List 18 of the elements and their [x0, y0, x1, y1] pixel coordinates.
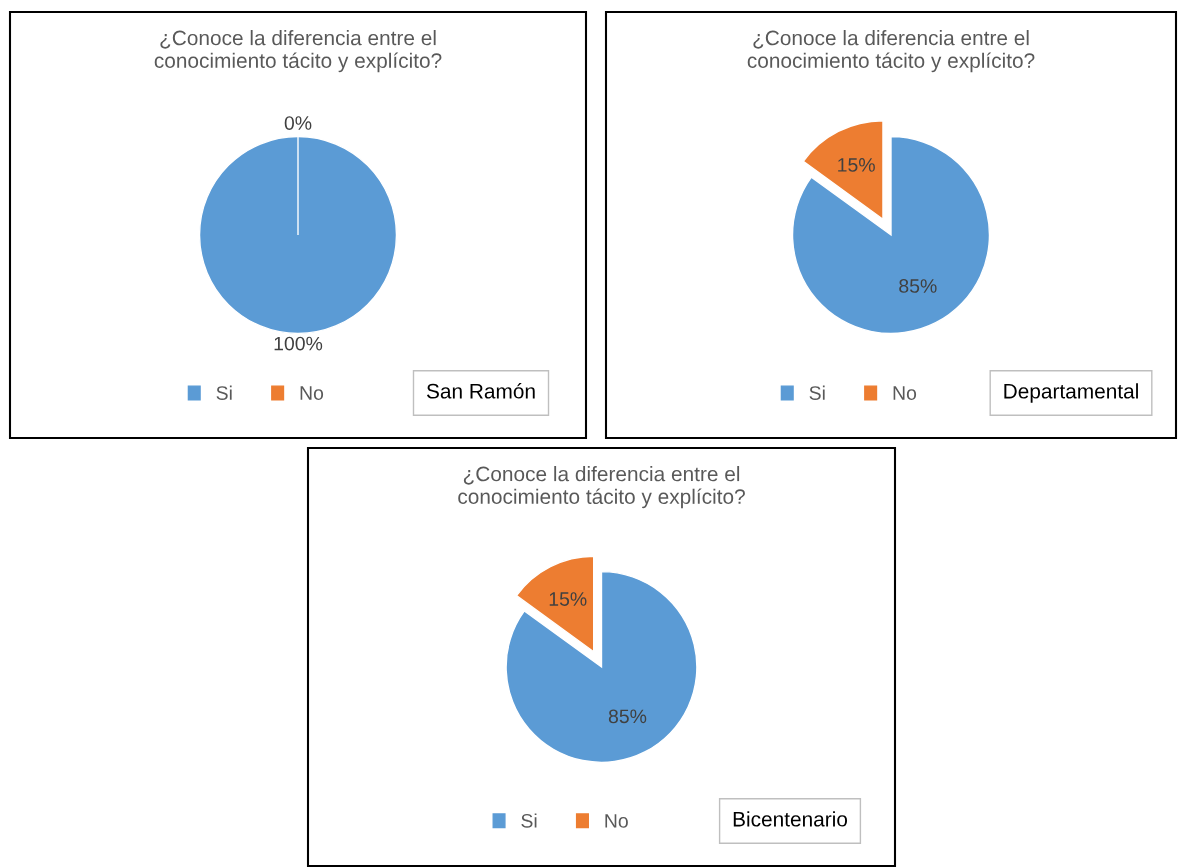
data-label: 100% — [274, 336, 323, 351]
legend-label: Si — [809, 385, 825, 400]
chart-title: ¿Conoce la diferencia entre el conocimiento tácito y explícito? — [154, 30, 442, 73]
text: Bicentenario — [733, 811, 848, 827]
text: San Ramón — [426, 383, 535, 399]
text: 0% — [284, 116, 312, 130]
legend-label: No — [605, 814, 628, 828]
data-label: 85% — [608, 709, 647, 724]
chart-title: ¿Conoce la diferencia entre el conocimiento tácito y explícito? — [458, 466, 745, 509]
data-label: 15% — [838, 158, 875, 172]
legend-label: Si — [521, 813, 537, 828]
text: Departamental — [1004, 383, 1138, 403]
legend-label: No — [893, 386, 917, 400]
chart-title: ¿Conoce la diferencia entre el conocimiento tácito y explícito? — [747, 30, 1035, 73]
legend-label: Si — [216, 385, 232, 400]
legend-label: No — [300, 386, 324, 400]
data-label: 85% — [899, 279, 937, 293]
data-label: 15% — [549, 592, 587, 606]
